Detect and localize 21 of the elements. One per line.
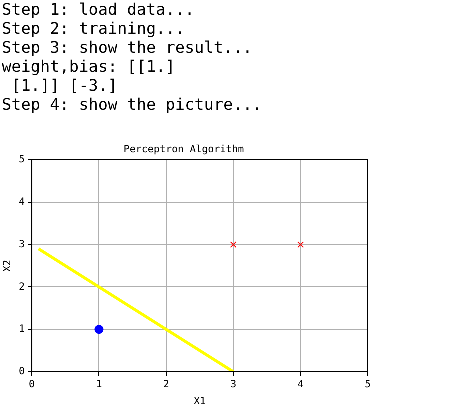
x-tick-label: 4 — [298, 380, 304, 391]
y-axis-title: X2 — [2, 260, 14, 272]
x-tick-label: 5 — [364, 380, 372, 391]
chart-title: Perceptron Algorithm — [124, 144, 244, 156]
y-tick-label: 0 — [18, 366, 26, 378]
text: Step 3: show the result... — [2, 38, 254, 57]
y-tick-label: 4 — [18, 196, 26, 208]
text: weight,bias: [[1.] — [2, 57, 176, 76]
y-tick-label: 3 — [18, 239, 26, 250]
y-tick-label: 5 — [18, 154, 26, 166]
x-tick-label: 2 — [163, 380, 170, 391]
text: Step 2: training... — [2, 19, 186, 38]
x-tick-label: 0 — [29, 380, 36, 391]
text: [1.]] [-3.] — [10, 76, 119, 95]
x-tick-label: 3 — [230, 380, 237, 391]
x-tick-label: 1 — [96, 380, 102, 391]
y-tick-label: 1 — [18, 324, 26, 336]
y-tick-label: 2 — [18, 282, 26, 293]
x-axis-title: X1 — [194, 396, 206, 407]
text: Step 1: load data... — [2, 0, 196, 19]
text: Step 4: show the picture... — [2, 95, 264, 114]
